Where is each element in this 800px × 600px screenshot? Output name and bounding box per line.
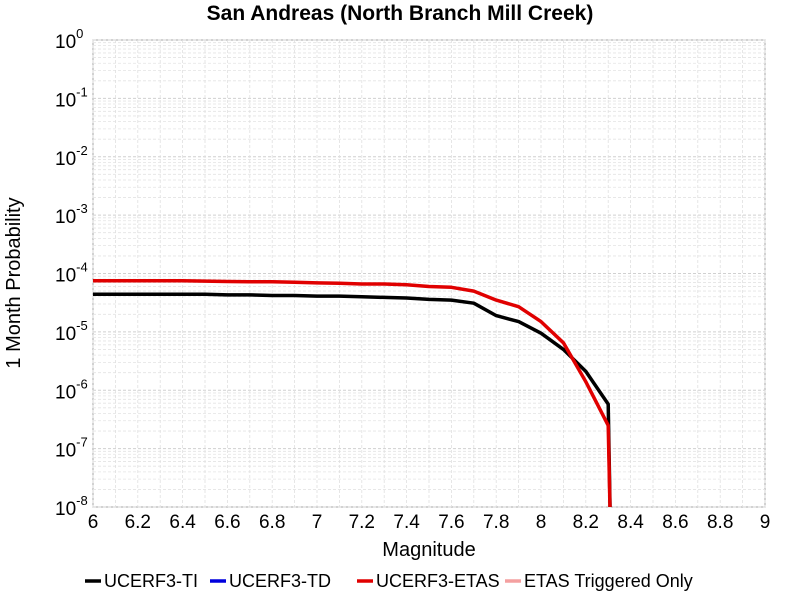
x-tick-label: 8.6 [662,512,688,533]
series-line-0 [93,292,612,507]
x-tick-label: 6 [88,512,99,533]
x-tick-label: 8.2 [573,512,599,533]
x-tick-label: 8.8 [707,512,733,533]
x-tick-label: 7.2 [349,512,375,533]
x-tick-label: 6.2 [125,512,151,533]
legend-label: UCERF3-TI [104,571,198,591]
x-tick-label: 7 [312,512,323,533]
y-tick-label: 10-7 [55,435,88,462]
x-tick-label: 7.8 [483,512,509,533]
x-axis-label: Magnitude [382,539,475,561]
legend-label: UCERF3-ETAS [376,571,500,591]
y-tick-label: 10-8 [55,493,88,520]
y-tick-label: 10-4 [55,260,88,287]
x-tick-label: 7.4 [393,512,420,533]
series-line-2 [93,279,612,507]
y-tick-label: 10-2 [55,143,88,170]
y-tick-label: 10-6 [55,376,88,403]
y-axis-label: 1 Month Probability [3,197,25,368]
y-axis-ticks: 100 10-1 10-2 10-3 10-4 10-5 10-6 10-7 10-8 [55,26,88,520]
legend-label: UCERF3-TD [229,571,331,591]
x-tick-label: 9 [760,512,771,533]
x-axis-ticks: 6 6.2 6.4 6.6 6.8 7 7.2 7.4 7.6 7.8 8 8.2 8.4 8.6 8.8 9 [88,512,771,533]
x-tick-label: 8 [536,512,547,533]
y-tick-label: 10-3 [55,201,88,228]
x-tick-label: 6.4 [169,512,196,533]
y-tick-label: 100 [55,26,83,53]
chart-title: San Andreas (North Branch Mill Creek) [207,2,594,25]
x-tick-label: 6.6 [214,512,240,533]
y-tick-label: 10-1 [55,84,88,111]
x-tick-label: 7.6 [438,512,464,533]
legend-label: ETAS Triggered Only [524,571,693,591]
x-tick-label: 6.8 [259,512,285,533]
legend: UCERF3-TI UCERF3-TD UCERF3-ETAS ETAS Trigge… [85,571,693,591]
y-tick-label: 10-5 [55,318,88,345]
x-tick-label: 8.4 [617,512,644,533]
grid [92,39,766,508]
series-layer [93,279,612,507]
